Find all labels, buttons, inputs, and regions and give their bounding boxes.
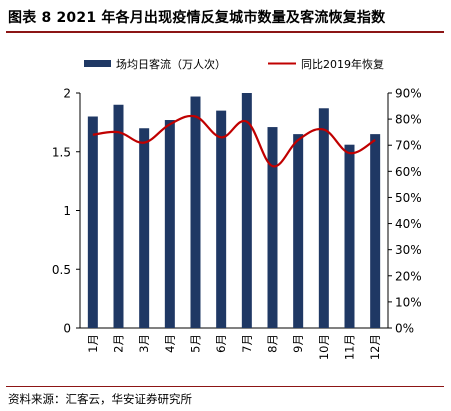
- bar: [267, 127, 278, 328]
- right-tick-label: 60%: [395, 165, 422, 179]
- bar: [344, 144, 355, 328]
- line-series: [92, 114, 376, 168]
- x-tick-label: 11月: [343, 334, 357, 360]
- left-tick-label: 1: [63, 204, 71, 218]
- x-tick-label: 1月: [86, 334, 100, 353]
- x-tick-label: 3月: [137, 334, 151, 353]
- title-divider: [6, 31, 444, 33]
- bar: [87, 116, 98, 328]
- x-tick-label: 6月: [214, 334, 228, 353]
- bar: [113, 104, 124, 328]
- bar: [216, 110, 227, 328]
- bar: [318, 108, 329, 329]
- right-tick-label: 50%: [395, 191, 422, 205]
- bar: [370, 134, 381, 328]
- bar: [241, 93, 252, 328]
- x-tick-label: 10月: [317, 334, 331, 360]
- left-tick-label: 0.5: [52, 263, 71, 277]
- bar-series: [87, 93, 381, 329]
- x-tick-label: 7月: [240, 334, 254, 353]
- legend-bar-swatch: [84, 60, 111, 67]
- x-tick-label: 4月: [163, 334, 177, 353]
- bar: [293, 134, 304, 328]
- chart: 场均日客流（万人次） 同比2019年恢复 0 0.5 1 1.5 2 0% 10% 20% 3…: [52, 57, 422, 360]
- source-note: 资料来源：汇客云，华安证券研究所: [8, 391, 192, 407]
- bar: [139, 128, 150, 328]
- x-axis-labels: 1月 2月 3月 4月 5月 6月 7月 8月 9月 10月 11月 12月: [86, 334, 382, 360]
- right-tick-label: 20%: [395, 269, 422, 283]
- x-tick-label: 5月: [189, 334, 203, 353]
- legend-bar-label: 场均日客流（万人次）: [116, 57, 226, 71]
- legend-line-label: 同比2019年恢复: [301, 57, 384, 71]
- x-tick-label: 12月: [368, 334, 382, 360]
- bar: [190, 96, 201, 329]
- right-tick-label: 0%: [395, 322, 414, 336]
- left-axis-ticks: 0 0.5 1 1.5 2: [52, 87, 80, 336]
- left-tick-label: 1.5: [52, 145, 71, 159]
- left-tick-label: 2: [63, 87, 71, 101]
- x-tick-label: 9月: [291, 334, 305, 353]
- right-tick-label: 10%: [395, 295, 422, 309]
- chart-title: 图表 8 2021 年各月出现疫情反复城市数量及客流恢复指数: [8, 10, 386, 26]
- recovery-line: [92, 114, 376, 168]
- x-tick-label: 8月: [266, 334, 280, 353]
- legend: 场均日客流（万人次） 同比2019年恢复: [84, 57, 384, 71]
- right-axis-ticks: 0% 10% 20% 30% 40% 50% 60% 70% 80% 90%: [388, 87, 422, 336]
- right-tick-label: 30%: [395, 243, 422, 257]
- right-tick-label: 40%: [395, 217, 422, 231]
- footer-divider: [6, 386, 444, 387]
- right-tick-label: 90%: [395, 87, 422, 101]
- left-tick-label: 0: [63, 322, 71, 336]
- bar: [164, 120, 175, 329]
- right-tick-label: 70%: [395, 139, 422, 153]
- x-tick-label: 2月: [112, 334, 126, 353]
- source-text: 资料来源：汇客云，华安证券研究所: [8, 392, 192, 406]
- right-tick-label: 80%: [395, 113, 422, 127]
